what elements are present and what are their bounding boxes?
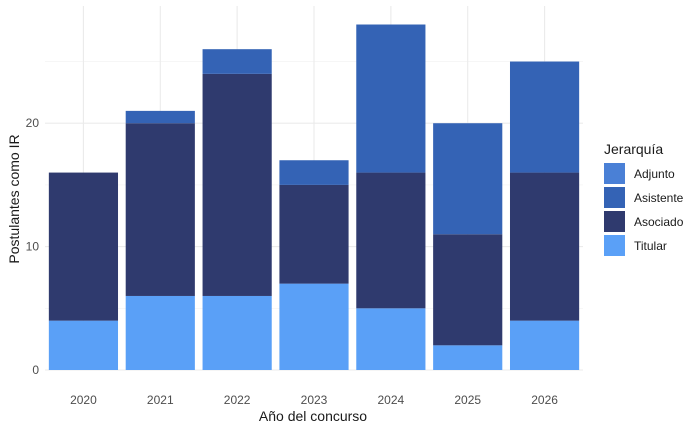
bar-segment-asociado-2024: [356, 172, 426, 309]
bar-segment-titular-2020: [48, 320, 119, 370]
bar-segment-asociado-2023: [279, 184, 349, 284]
bar-segment-asociado-2022: [202, 73, 272, 296]
legend-label-titular: Titular: [634, 239, 667, 253]
bar-segment-asociado-2020: [48, 172, 119, 321]
legend: Jerarquía Adjunto Asistente Asociado Titula…: [604, 141, 684, 256]
y-axis-title: Postulantes como IR: [6, 134, 22, 263]
legend-key-titular: [604, 235, 625, 256]
bar-segment-titular-2026: [509, 320, 580, 370]
bar-segment-asociado-2026: [509, 172, 580, 321]
x-tick-label: 2023: [301, 393, 328, 407]
bar-segment-titular-2021: [125, 295, 195, 370]
x-tick-label: 2021: [147, 393, 174, 407]
bar-segment-asistente-2024: [356, 24, 426, 173]
bar-segment-asociado-2021: [125, 123, 195, 296]
y-tick-label: 20: [26, 116, 40, 130]
legend-label-asistente: Asistente: [634, 191, 684, 205]
bar-segment-asistente-2025: [433, 123, 503, 235]
bar-segment-asistente-2023: [279, 160, 349, 185]
bars: [48, 24, 580, 370]
legend-key-adjunto: [604, 163, 625, 184]
y-tick-label: 10: [26, 240, 40, 254]
legend-label-adjunto: Adjunto: [634, 167, 675, 181]
x-tick-label: 2026: [531, 393, 558, 407]
bar-segment-asociado-2025: [433, 234, 503, 346]
bar-segment-asistente-2022: [202, 49, 272, 74]
legend-label-asociado: Asociado: [634, 215, 684, 229]
y-axis-ticks: 0 10 20: [26, 116, 40, 377]
y-tick-label: 0: [32, 363, 39, 377]
legend-title: Jerarquía: [604, 141, 663, 157]
bar-segment-asistente-2026: [509, 61, 580, 173]
x-tick-label: 2020: [70, 393, 97, 407]
bar-segment-titular-2025: [433, 345, 503, 370]
bar-segment-titular-2024: [356, 308, 426, 370]
x-axis-title: Año del concurso: [259, 408, 367, 424]
x-tick-label: 2024: [378, 393, 405, 407]
legend-key-asistente: [604, 187, 625, 208]
bar-segment-asistente-2021: [125, 110, 195, 124]
x-tick-label: 2025: [454, 393, 481, 407]
x-tick-label: 2022: [224, 393, 251, 407]
x-axis-ticks: 2020 2021 2022 2023 2024 2025 2026: [70, 393, 558, 407]
bar-segment-titular-2022: [202, 295, 272, 370]
bar-segment-titular-2023: [279, 283, 349, 370]
legend-key-asociado: [604, 211, 625, 232]
